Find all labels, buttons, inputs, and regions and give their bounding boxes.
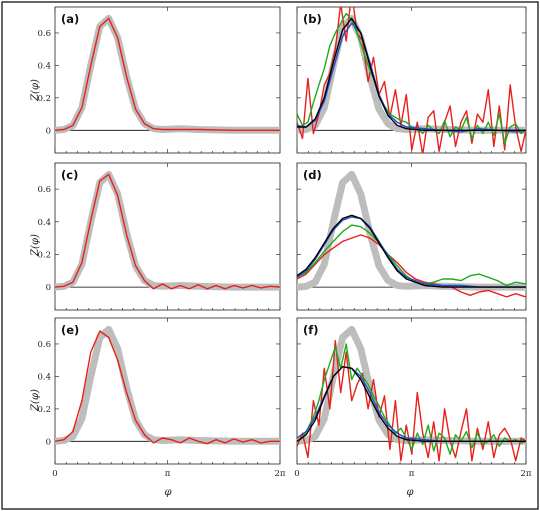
panel-6: 0 π 2π (f) bbox=[294, 317, 532, 479]
y-axis-label-row-3: Z(φ) bbox=[30, 389, 41, 412]
y-tick-label: 0.4 bbox=[37, 372, 51, 382]
series-line-4 bbox=[297, 17, 526, 132]
y-tick-label: 0 bbox=[46, 437, 51, 447]
y-tick-label: 0.2 bbox=[37, 405, 51, 415]
y-tick-label: 0.6 bbox=[37, 340, 51, 350]
panel-3: 0 0.2 0.4 0.6 (c) bbox=[37, 162, 281, 311]
x-axis-label-right: φ bbox=[406, 487, 413, 498]
series-line-1 bbox=[297, 234, 526, 298]
series-line-1 bbox=[297, 340, 526, 462]
curves bbox=[297, 7, 526, 153]
curves bbox=[55, 325, 280, 445]
y-tick-label: 0 bbox=[46, 283, 51, 293]
curves bbox=[297, 325, 526, 462]
panel-label: (b) bbox=[303, 12, 322, 26]
y-tick-label: 0.6 bbox=[37, 29, 51, 39]
panel-4: (d) bbox=[296, 162, 527, 311]
series-line-3 bbox=[297, 22, 526, 133]
panel-label: (a) bbox=[61, 12, 79, 26]
panel-label: (f) bbox=[303, 323, 319, 337]
panel-label: (e) bbox=[61, 323, 79, 337]
panel-2: (b) bbox=[296, 6, 527, 154]
y-tick-label: 0.2 bbox=[37, 250, 51, 260]
curves bbox=[55, 14, 280, 134]
panel-1: 0 0.2 0.4 0.6 (a) bbox=[37, 6, 281, 154]
series-line-1 bbox=[55, 173, 280, 290]
x-tick-label: π bbox=[409, 469, 415, 479]
panel-5: 0 π 2π 0 0.2 0.4 0.6 (e) bbox=[37, 317, 286, 479]
series-line-4 bbox=[297, 214, 526, 288]
y-tick-label: 0 bbox=[46, 126, 51, 136]
y-axis-label-row-2: Z(φ) bbox=[30, 234, 41, 257]
x-tick-label: 0 bbox=[294, 469, 299, 479]
x-tick-label: 2π bbox=[520, 469, 531, 479]
curves bbox=[55, 170, 280, 291]
x-axis-label-left: φ bbox=[164, 487, 171, 498]
y-tick-label: 0.4 bbox=[37, 218, 51, 228]
series-line-1 bbox=[55, 17, 280, 132]
reference-curve bbox=[55, 325, 280, 445]
x-tick-label: 2π bbox=[274, 469, 285, 479]
y-axis-label-row-1: Z(φ) bbox=[30, 79, 41, 102]
panel-label: (d) bbox=[303, 168, 322, 182]
series-line-1 bbox=[55, 330, 280, 445]
y-tick-label: 0.6 bbox=[37, 185, 51, 195]
panels: 0 0.2 0.4 0.6 (a) (b) 0 0.2 0.4 0.6 (c) (d) 0 π 2π 0 0.2… bbox=[37, 6, 532, 479]
curves bbox=[297, 170, 526, 298]
series-line-1 bbox=[297, 7, 526, 153]
panel-label: (c) bbox=[61, 168, 78, 182]
y-tick-label: 0.2 bbox=[37, 94, 51, 104]
x-tick-label: 0 bbox=[52, 469, 57, 479]
x-tick-label: π bbox=[165, 469, 171, 479]
y-tick-label: 0.4 bbox=[37, 61, 51, 71]
series-line-4 bbox=[297, 366, 526, 442]
